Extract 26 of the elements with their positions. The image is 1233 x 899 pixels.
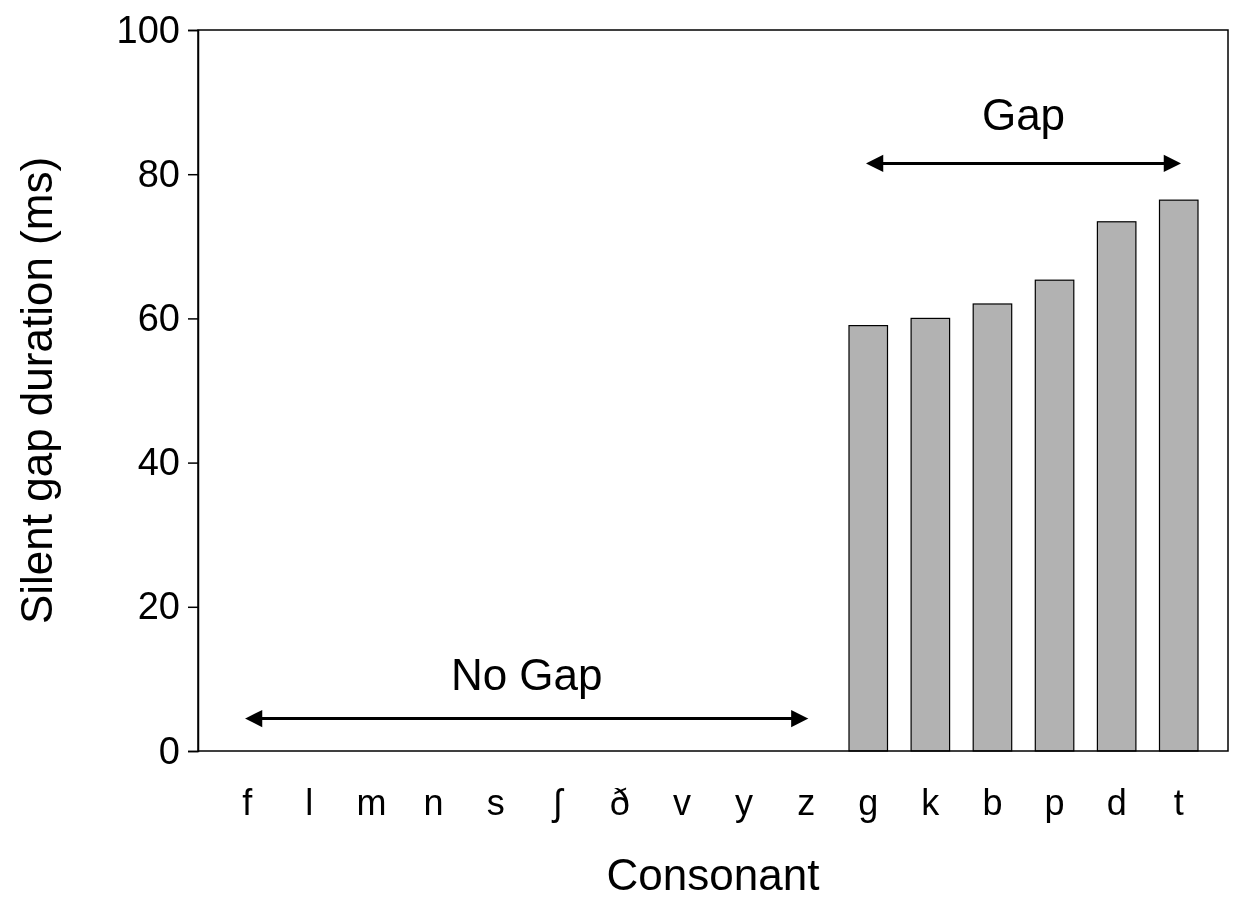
- x-tick-label: l: [305, 781, 314, 823]
- y-tick-label: 20: [137, 585, 180, 628]
- x-tick-label: n: [423, 781, 444, 823]
- x-tick-label: z: [797, 781, 816, 823]
- y-axis-title: Silent gap duration (ms): [12, 156, 61, 625]
- x-tick-label: d: [1106, 781, 1127, 823]
- x-tick-label: ð: [609, 781, 630, 823]
- y-tick-label: 0: [158, 729, 180, 772]
- y-tick-label: 40: [137, 441, 180, 484]
- annotation: Gap: [981, 90, 1066, 139]
- x-tick-label: g: [858, 781, 879, 823]
- y-tick-label: 100: [116, 8, 180, 51]
- y-tick-label: 80: [137, 152, 180, 195]
- x-tick-label: m: [356, 781, 387, 823]
- x-tick-label: v: [672, 781, 691, 823]
- x-tick-label: b: [982, 781, 1003, 823]
- x-tick-label: t: [1173, 781, 1184, 823]
- x-tick-label: k: [921, 781, 941, 823]
- x-tick-label: ʃ: [550, 781, 565, 823]
- x-axis-title: Consonant: [606, 850, 820, 899]
- x-tick-label: y: [735, 781, 754, 823]
- annotation: No Gap: [450, 650, 603, 699]
- x-tick-label: s: [486, 781, 505, 823]
- y-tick-label: 60: [137, 297, 180, 340]
- x-tick-label: p: [1044, 781, 1065, 823]
- x-tick-label: f: [242, 781, 254, 823]
